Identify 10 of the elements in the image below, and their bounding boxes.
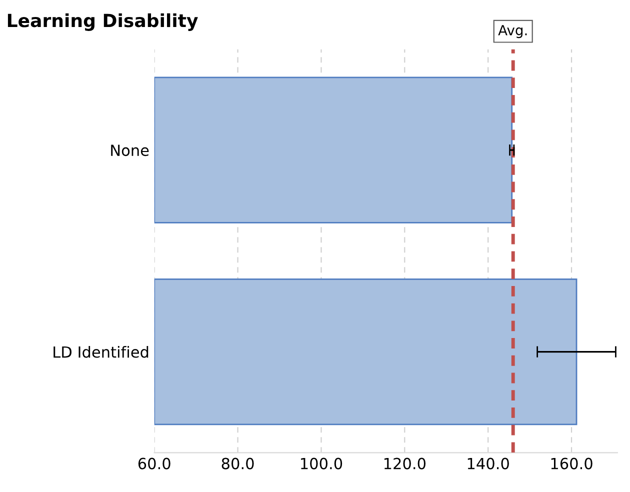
x-tick-label: 60.0 xyxy=(138,458,170,470)
x-tick-label: 120.0 xyxy=(384,458,426,470)
x-tick-label: 160.0 xyxy=(551,458,592,470)
chart-title: Learning Disability xyxy=(8,13,198,31)
x-tick-label: 140.0 xyxy=(468,458,509,470)
ref-line-label: Avg. xyxy=(498,25,527,38)
y-tick-label: None xyxy=(111,144,149,156)
x-tick-label: 100.0 xyxy=(301,458,342,470)
x-tick-label: 80.0 xyxy=(222,458,254,470)
y-tick-label: LD Identified xyxy=(54,346,148,358)
